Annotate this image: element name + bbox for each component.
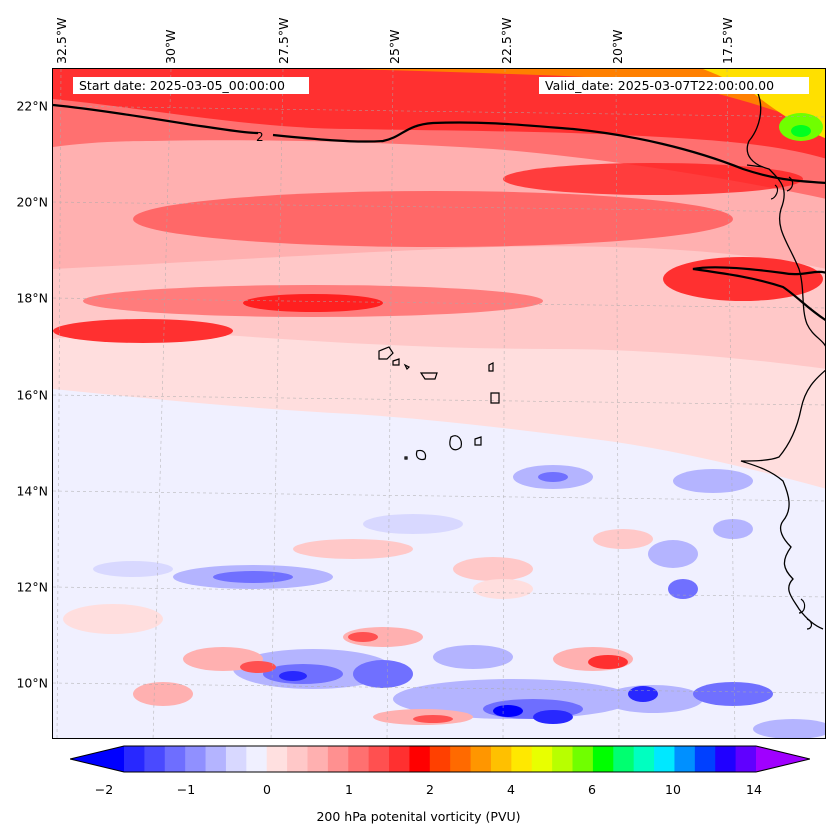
colorbar-cells	[70, 746, 810, 772]
colorbar-cell	[287, 746, 308, 772]
lon-label-20w: 20°W	[610, 29, 625, 64]
colorbar-cell	[124, 746, 145, 772]
pv-2-contour-north	[53, 103, 825, 184]
colorbar-tick-1: 1	[345, 782, 353, 797]
colorbar-cell	[654, 746, 675, 772]
start-date-label: Start date: 2025-03-05_00:00:00	[73, 77, 309, 94]
colorbar-tick-neg1: −1	[176, 782, 196, 797]
valid-date-label: Valid_date: 2025-03-07T22:00:00.00	[539, 77, 809, 94]
lon-label-22-5w: 22.5°W	[499, 17, 514, 64]
africa-coastline	[740, 90, 825, 630]
colorbar-label: 200 hPa potenital vorticity (PVU)	[316, 809, 521, 824]
pv-field-map: 2	[53, 69, 825, 738]
colorbar-cell	[429, 746, 451, 772]
colorbar-cell	[327, 746, 349, 772]
colorbar-cell	[552, 746, 574, 772]
pv-red-core-west	[53, 319, 233, 343]
colorbar-cell	[246, 746, 268, 772]
lat-label-20n: 20°N	[16, 194, 48, 210]
pv-red-core-center	[243, 294, 383, 312]
colorbar-tick-2: 2	[426, 782, 434, 797]
lat-label-12n: 12°N	[16, 579, 48, 595]
colorbar	[70, 745, 810, 773]
colorbar-tick-14: 14	[746, 782, 762, 797]
graticule	[53, 69, 825, 738]
colorbar-tick-10: 10	[665, 782, 681, 797]
pv-positive-patches-south	[63, 529, 653, 725]
colorbar-cell	[348, 746, 370, 772]
colorbar-tick-0: 0	[263, 782, 271, 797]
colorbar-tick-4: 4	[507, 782, 515, 797]
colorbar-arrow-low	[70, 746, 124, 772]
pv-green-core	[791, 125, 811, 137]
colorbar-tick-6: 6	[588, 782, 596, 797]
map-panel: 2	[52, 68, 826, 739]
colorbar-cell	[225, 746, 247, 772]
pv-red-northeast	[503, 163, 803, 195]
pv-red-east	[663, 257, 823, 301]
colorbar-cell	[613, 746, 635, 772]
colorbar-cell	[694, 746, 716, 772]
lon-label-17-5w: 17.5°W	[720, 17, 735, 64]
colorbar-arrow-high	[756, 746, 810, 772]
colorbar-cell	[470, 746, 492, 772]
colorbar-cell	[205, 746, 227, 772]
lon-label-25w: 25°W	[387, 29, 402, 64]
lat-label-22n: 22°N	[16, 98, 48, 114]
colorbar-cell	[531, 746, 553, 772]
colorbar-cell	[185, 746, 207, 772]
lat-label-16n: 16°N	[16, 387, 48, 403]
pv-red-band-mid	[133, 191, 733, 247]
colorbar-cell	[450, 746, 472, 772]
colorbar-cell	[633, 746, 655, 772]
colorbar-cell	[490, 746, 512, 772]
colorbar-cell	[511, 746, 533, 772]
lat-label-10n: 10°N	[16, 675, 48, 691]
colorbar-outline	[70, 745, 810, 773]
lat-label-14n: 14°N	[16, 483, 48, 499]
colorbar-cell	[266, 746, 288, 772]
lon-label-27-5w: 27.5°W	[276, 17, 291, 64]
pv-2-contour-east	[692, 266, 825, 321]
colorbar-cell	[674, 746, 696, 772]
colorbar-cell	[715, 746, 737, 772]
colorbar-cell	[144, 746, 166, 772]
cape-verde-islands	[378, 346, 500, 461]
colorbar-cell	[164, 746, 186, 772]
contour-label: 2	[256, 130, 264, 144]
lon-label-32-5w: 32.5°W	[54, 17, 69, 64]
pv-negative-patches	[93, 465, 825, 738]
senegal-coast-islands	[746, 164, 813, 630]
colorbar-cell	[735, 746, 757, 772]
lon-label-30w: 30°W	[163, 29, 178, 64]
colorbar-cell	[572, 746, 594, 772]
colorbar-cell	[592, 746, 614, 772]
lat-label-18n: 18°N	[16, 290, 48, 306]
colorbar-cell	[368, 746, 390, 772]
colorbar-cell	[389, 746, 410, 772]
colorbar-cell	[409, 746, 431, 772]
colorbar-tick-neg2: −2	[94, 782, 114, 797]
colorbar-cell	[307, 746, 329, 772]
